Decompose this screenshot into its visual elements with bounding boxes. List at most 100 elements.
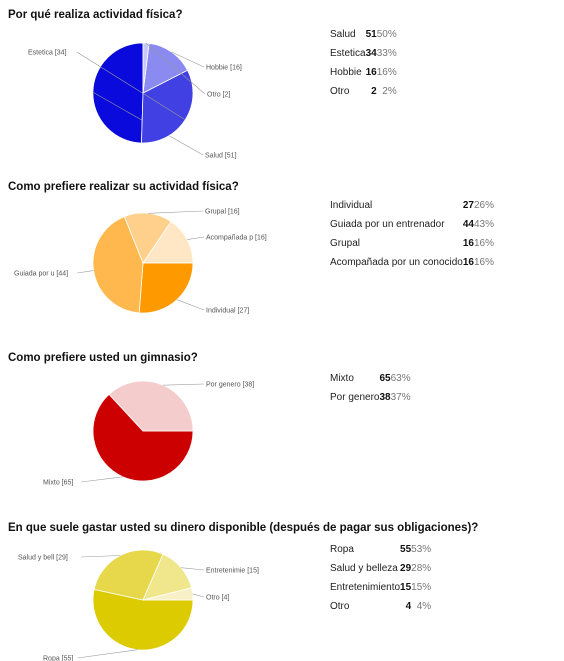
row-percent: 16% — [376, 67, 397, 78]
slice-label: Salud [51] — [205, 153, 237, 160]
leader-line — [192, 593, 205, 598]
chart-section: Por qué realiza actividad física? Salud … — [0, 9, 564, 159]
pie-slice — [141, 69, 194, 144]
table-row: Mixto 65 63% — [330, 369, 411, 388]
question-title: Como prefiere usted un gimnasio? — [8, 352, 198, 364]
row-label: Acompañada por un conocido — [330, 257, 463, 268]
slice-label: Individual [27] — [206, 308, 249, 315]
pie-chart: Individual [27] Guiada por u [44] Grupal [… — [14, 209, 267, 315]
slice-label: Acompañada p [16] — [206, 235, 267, 242]
leader-line — [148, 210, 204, 214]
leader-line — [176, 299, 205, 311]
row-percent: 28% — [411, 563, 432, 574]
leader-line — [77, 270, 94, 274]
leader-line — [76, 51, 186, 120]
pie-slice — [142, 221, 194, 264]
chart-section: Como prefiere realizar su actividad físi… — [0, 181, 564, 331]
slice-label: Entretenimie [15] — [206, 568, 259, 575]
leader-line — [145, 42, 206, 95]
row-label: Salud y belleza — [330, 563, 398, 574]
table-row: Acompañada por un conocido 16 16% — [330, 253, 494, 272]
row-percent: 53% — [411, 544, 432, 555]
results-table: Salud 51 50% Estetica 34 33% Hobbie 16 16% Otro 2 2… — [330, 25, 397, 101]
pie-slice — [138, 262, 194, 314]
row-count: 16 — [365, 67, 377, 78]
leader-line — [171, 51, 205, 68]
table-row: Ropa 55 53% — [330, 540, 431, 559]
slice-label: Ropa [55] — [43, 656, 73, 661]
row-percent: 16% — [474, 257, 495, 268]
results-table: Ropa 55 53% Salud y belleza 29 28% Entretenimi… — [330, 540, 431, 616]
leader-line — [187, 236, 205, 240]
row-count: 16 — [462, 238, 474, 249]
table-row: Entretenimiento 15 15% — [330, 578, 431, 597]
table-row: Estetica 34 33% — [330, 44, 397, 63]
slice-label: Hobbie [16] — [206, 65, 242, 72]
row-label: Grupal — [330, 238, 361, 249]
pie-chart: Mixto [65] Por genero [38] — [43, 380, 254, 487]
leader-line — [81, 555, 121, 558]
row-label: Mixto — [330, 373, 354, 384]
pie-slice — [92, 42, 144, 144]
results-table: Mixto 65 63% Por genero 38 37% — [330, 369, 411, 407]
table-row: Otro 4 4% — [330, 597, 431, 616]
slice-label: Grupal [16] — [205, 209, 240, 216]
row-percent: 50% — [376, 29, 397, 40]
row-count: 15 — [400, 582, 412, 593]
row-percent: 15% — [411, 582, 432, 593]
table-row: Grupal 16 16% — [330, 234, 494, 253]
row-count: 34 — [365, 48, 377, 59]
question-title: En que suele gastar usted su dinero disp… — [8, 522, 479, 534]
table-row: Otro 2 2% — [330, 82, 397, 101]
row-label: Otro — [330, 601, 350, 612]
table-row: Hobbie 16 16% — [330, 63, 397, 82]
row-percent: 33% — [376, 48, 397, 59]
slice-label: Otro [4] — [206, 595, 229, 602]
leader-line — [181, 567, 205, 571]
row-percent: 2% — [382, 86, 397, 97]
results-table: Individual 27 26% Guiada por un entrenador 4… — [330, 196, 494, 272]
slice-label: Estetica [34] — [28, 50, 67, 57]
row-count: 27 — [462, 200, 474, 211]
table-row: Por genero 38 37% — [330, 388, 411, 407]
row-percent: 4% — [416, 601, 432, 612]
row-label: Entretenimiento — [330, 582, 401, 593]
row-label: Guiada por un entrenador — [330, 219, 445, 230]
row-label: Salud — [330, 29, 356, 40]
question-title: Por qué realiza actividad física? — [8, 9, 183, 21]
leader-line — [77, 649, 138, 659]
chart-section: En que suele gastar usted su dinero disp… — [0, 522, 564, 661]
row-count: 55 — [400, 544, 412, 555]
question-title: Como prefiere realizar su actividad físi… — [8, 181, 239, 193]
pie-chart: Salud [51] Estetica [34] Hobbie [16] Otro [… — [28, 42, 242, 160]
row-count: 2 — [371, 86, 377, 97]
row-percent: 26% — [474, 200, 495, 211]
pie-slice — [92, 216, 144, 314]
row-count: 51 — [365, 29, 377, 40]
row-percent: 43% — [474, 219, 495, 230]
table-row: Salud y belleza 29 28% — [330, 559, 431, 578]
row-label: Otro — [330, 86, 350, 97]
chart-section: Como prefiere usted un gimnasio? Mixto [… — [0, 352, 564, 502]
row-percent: 37% — [390, 392, 411, 403]
table-row: Salud 51 50% — [330, 25, 397, 44]
row-count: 29 — [400, 563, 412, 574]
row-label: Ropa — [330, 544, 354, 555]
row-count: 4 — [405, 601, 412, 612]
table-row: Individual 27 26% — [330, 196, 494, 215]
leader-line — [80, 476, 124, 483]
row-count: 38 — [379, 392, 391, 403]
row-label: Estetica — [330, 48, 366, 59]
row-count: 65 — [379, 373, 391, 384]
row-label: Individual — [330, 200, 373, 211]
leader-line — [162, 383, 205, 386]
row-count: 16 — [462, 257, 474, 268]
slice-label: Mixto [65] — [43, 480, 73, 487]
table-row: Guiada por un entrenador 44 43% — [330, 215, 494, 234]
row-percent: 63% — [390, 373, 411, 384]
row-label: Por genero — [330, 392, 380, 403]
pie-slice — [93, 549, 164, 601]
slice-label: Guiada por u [44] — [14, 271, 68, 278]
row-percent: 16% — [474, 238, 495, 249]
row-count: 44 — [462, 219, 474, 230]
